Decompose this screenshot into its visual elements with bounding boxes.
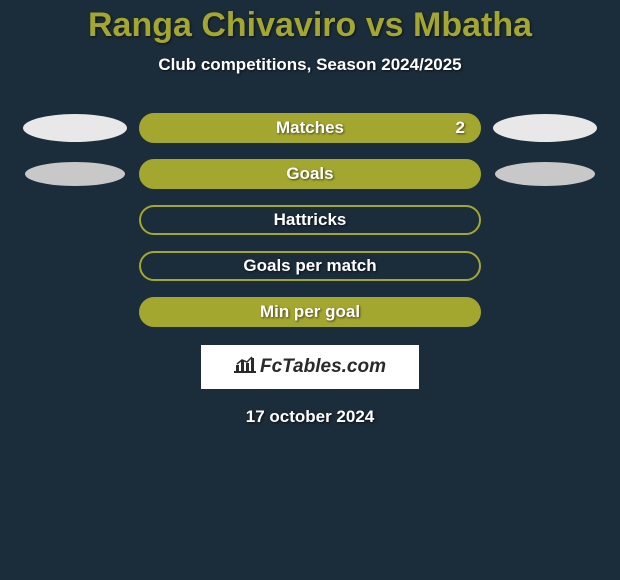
- stat-label: Goals: [286, 164, 333, 184]
- stat-label: Matches: [276, 118, 344, 138]
- left-ellipse: [23, 114, 127, 142]
- stat-row: Goals: [0, 159, 620, 189]
- stat-row: Min per goal: [0, 297, 620, 327]
- stat-label: Min per goal: [260, 302, 360, 322]
- stat-bar: Goals per match: [139, 251, 481, 281]
- left-ellipse: [25, 162, 125, 186]
- stat-label: Goals per match: [243, 256, 376, 276]
- stat-bar: Goals: [139, 159, 481, 189]
- stat-bar: Hattricks: [139, 205, 481, 235]
- logo-text: FcTables.com: [260, 356, 386, 378]
- stat-row: Goals per match: [0, 251, 620, 281]
- left-ellipse-slot: [17, 162, 133, 186]
- logo: FcTables.com: [234, 355, 386, 379]
- subtitle: Club competitions, Season 2024/2025: [0, 55, 620, 75]
- chart-icon: [234, 355, 256, 379]
- right-ellipse: [493, 114, 597, 142]
- page-title: Ranga Chivaviro vs Mbatha: [0, 0, 620, 45]
- right-ellipse-slot: [487, 162, 603, 186]
- date: 17 october 2024: [0, 407, 620, 427]
- stat-bar: Matches 2: [139, 113, 481, 143]
- stat-row: Hattricks: [0, 205, 620, 235]
- stat-value-right: 2: [456, 118, 465, 138]
- right-ellipse-slot: [487, 114, 603, 142]
- right-ellipse: [495, 162, 595, 186]
- stats-rows: Matches 2 Goals Hattricks Goals per match Min…: [0, 113, 620, 327]
- logo-box: FcTables.com: [201, 345, 419, 389]
- stat-row: Matches 2: [0, 113, 620, 143]
- stat-label: Hattricks: [274, 210, 347, 230]
- stat-bar: Min per goal: [139, 297, 481, 327]
- left-ellipse-slot: [17, 114, 133, 142]
